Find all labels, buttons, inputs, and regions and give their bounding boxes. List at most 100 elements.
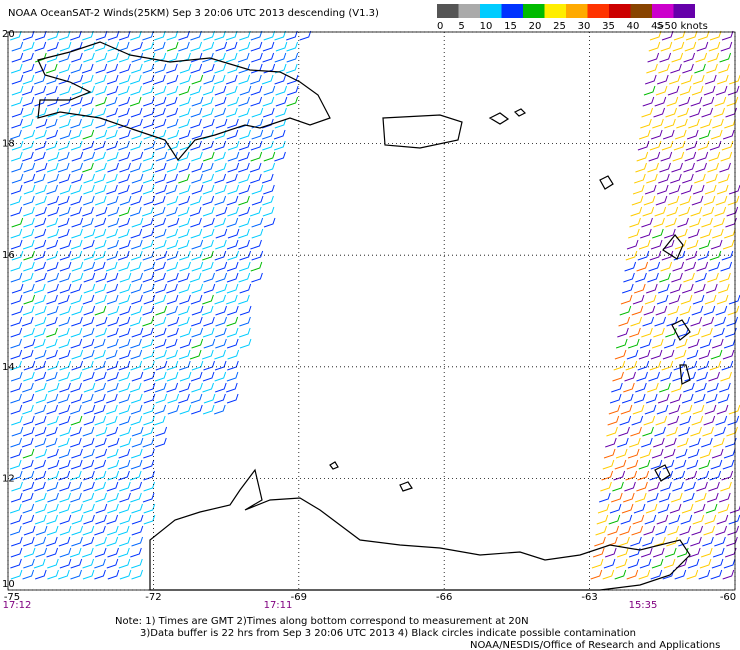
wind-barb [631,415,644,426]
wind-barb [10,371,23,382]
wind-barb [659,162,671,173]
wind-barb [709,250,722,261]
wind-barb [606,426,618,437]
wind-barb [667,85,680,96]
wind-barb [130,547,142,558]
wind-barb [226,316,239,327]
wind-barb [727,195,740,206]
wind-barb [190,195,202,206]
wind-barb [239,30,251,41]
wind-barb [603,448,616,459]
wind-barb [58,30,71,41]
wind-barb [261,74,274,85]
wind-barb [107,382,119,393]
wind-barb [708,481,720,492]
wind-barb [94,459,107,470]
wind-barb [684,41,697,52]
wind-barb [167,217,180,228]
wind-barb [226,393,239,404]
wind-barb [226,107,238,118]
wind-barb [607,525,620,536]
wind-barb [83,239,95,250]
wind-barb [709,360,722,371]
wind-barb [95,327,107,338]
wind-barb [637,360,650,371]
wind-barb [22,382,34,393]
wind-barb [82,217,94,228]
wind-barb [683,272,695,283]
wind-barb [11,305,24,316]
wind-barb [46,316,58,327]
wind-barb [670,63,682,74]
colorbar-swatch [630,4,652,18]
wind-barb [71,52,83,63]
wind-barb [167,129,180,140]
wind-barb [654,536,666,547]
wind-barb [118,338,131,349]
wind-barb [166,305,178,316]
wind-barb [119,481,131,492]
wind-barb [679,525,692,536]
wind-barb [131,327,144,338]
wind-barb [720,481,732,492]
wind-barb [662,239,675,250]
wind-barb [82,327,95,338]
wind-barb [238,63,251,74]
wind-barb [693,393,706,404]
wind-barb [35,393,48,404]
wind-barb [673,470,686,481]
wind-barb [716,294,729,305]
wind-barb [676,228,688,239]
wind-barb [631,525,644,536]
wind-barb [238,173,251,184]
wind-barb [721,140,734,151]
colorbar-label: 40 [627,21,640,32]
wind-barb [11,140,24,151]
wind-barb [698,569,711,580]
wind-barb [71,228,83,239]
wind-barb [82,437,95,448]
wind-barb [143,140,156,151]
wind-barb [118,503,131,514]
wind-barb [719,272,731,283]
wind-barb [11,250,24,261]
wind-barb [647,492,659,503]
wind-barb [708,261,721,272]
wind-barb [57,151,70,162]
wind-barb [239,316,251,327]
wind-barb [107,338,119,349]
wind-barb [70,129,82,140]
wind-barb [58,316,71,327]
wind-barb [202,52,214,63]
wind-barb [675,448,688,459]
wind-barb [674,239,687,250]
wind-barb [226,129,239,140]
wind-barb [690,206,703,217]
wind-barb [643,525,656,536]
wind-barb [22,426,35,437]
lon-label: -63 [581,592,597,603]
wind-barb [106,294,119,305]
wind-barb [648,371,660,382]
wind-barb [143,283,155,294]
wind-barb [239,129,251,140]
wind-barb [131,448,143,459]
wind-barb [727,525,740,536]
wind-barb [59,129,72,140]
wind-barb [690,96,703,107]
wind-barb [167,327,179,338]
wind-barb [58,140,70,151]
wind-barb [142,228,155,239]
wind-barb [680,514,693,525]
wind-barb [143,360,155,371]
wind-barb [721,470,734,481]
wind-barb [709,140,722,151]
wind-barb [649,250,662,261]
wind-barb [683,492,695,503]
wind-barb [722,349,735,360]
wind-barb [719,162,731,173]
wind-barb [698,459,711,470]
wind-barb [107,327,119,338]
wind-barb [59,492,72,503]
wind-barb [707,162,719,173]
